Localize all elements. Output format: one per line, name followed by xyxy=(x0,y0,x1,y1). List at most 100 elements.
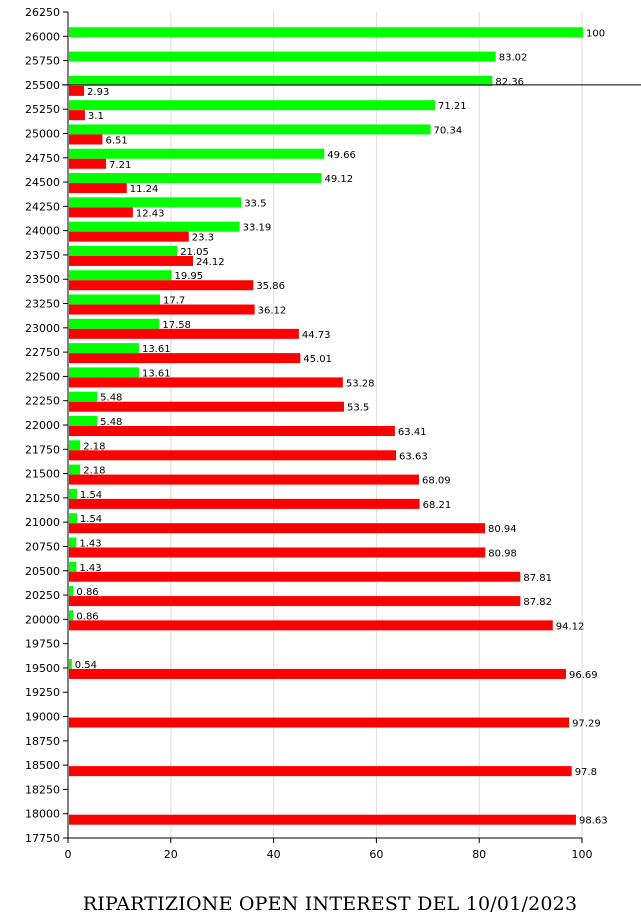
bar-value-label: 53.28 xyxy=(346,378,375,389)
green-bar xyxy=(69,124,431,135)
green-bar xyxy=(69,343,139,354)
red-bar xyxy=(69,85,85,96)
bar-value-label: 83.02 xyxy=(499,53,528,64)
green-bar xyxy=(69,513,77,524)
red-bar xyxy=(69,620,553,631)
x-tick-label: 20 xyxy=(164,848,178,861)
y-tick-label: 21750 xyxy=(25,443,60,456)
bar-value-label: 49.12 xyxy=(324,174,353,185)
red-bar xyxy=(69,571,521,582)
x-tick-label: 0 xyxy=(65,848,72,861)
red-bar xyxy=(69,523,486,534)
bar-value-label: 80.94 xyxy=(488,524,517,535)
y-tick-label: 18750 xyxy=(25,735,60,748)
y-tick-label: 19750 xyxy=(25,638,60,651)
bar-value-label: 100 xyxy=(586,28,605,39)
green-bar xyxy=(69,270,172,281)
bar-value-label: 13.61 xyxy=(142,344,171,355)
red-bar xyxy=(69,110,85,121)
bar-value-label: 11.24 xyxy=(130,184,159,195)
y-tick-label: 18500 xyxy=(25,759,60,772)
bar-value-label: 0.86 xyxy=(76,611,98,622)
y-tick-label: 23500 xyxy=(25,273,60,286)
bar-value-label: 63.63 xyxy=(399,451,428,462)
bar-value-label: 80.98 xyxy=(488,548,517,559)
y-tick-label: 17750 xyxy=(25,832,60,845)
green-bar xyxy=(69,221,240,232)
red-bar xyxy=(69,328,299,339)
green-bar xyxy=(69,148,325,159)
x-tick-label: 80 xyxy=(472,848,486,861)
bar-value-label: 98.63 xyxy=(579,816,608,827)
x-tick-label: 60 xyxy=(369,848,383,861)
bar-value-label: 96.69 xyxy=(569,670,598,681)
green-bar xyxy=(69,488,77,499)
red-bar xyxy=(69,717,570,728)
red-bar xyxy=(69,547,486,558)
y-tick-label: 24750 xyxy=(25,152,60,165)
bar-value-label: 87.81 xyxy=(523,573,552,584)
red-bar xyxy=(69,426,395,436)
bar-value-label: 82.36 xyxy=(495,77,524,88)
y-tick-label: 20750 xyxy=(25,540,60,553)
green-bar xyxy=(69,318,160,329)
green-bar xyxy=(69,391,98,402)
red-bar xyxy=(69,134,103,145)
green-bar xyxy=(69,440,81,451)
y-tick-label: 23000 xyxy=(25,322,60,335)
bar-value-label: 0.54 xyxy=(75,660,97,671)
red-bar xyxy=(69,280,254,291)
bar-value-label: 6.51 xyxy=(105,135,127,146)
y-tick-label: 25250 xyxy=(25,103,60,116)
green-bar xyxy=(69,561,77,572)
bar-value-label: 36.12 xyxy=(258,306,287,317)
y-tick-label: 18250 xyxy=(25,783,60,796)
red-bar xyxy=(69,498,420,509)
y-tick-label: 24500 xyxy=(25,176,60,189)
red-bar xyxy=(69,158,107,169)
green-bar xyxy=(69,197,242,208)
red-bar xyxy=(69,668,566,679)
y-tick-label: 19250 xyxy=(25,686,60,699)
y-tick-label: 23250 xyxy=(25,298,60,311)
bar-value-label: 71.21 xyxy=(438,101,467,112)
green-bar xyxy=(69,537,77,548)
bar-value-label: 1.54 xyxy=(80,514,102,525)
bar-value-label: 21.05 xyxy=(180,247,209,258)
bar-value-label: 23.3 xyxy=(192,233,214,244)
bar-value-label: 94.12 xyxy=(556,621,585,632)
bar-value-label: 68.09 xyxy=(422,476,451,487)
bar-value-label: 70.34 xyxy=(434,125,463,136)
value-labels: 100 83.02 82.36 71.21 70.34 49.66 49.12 33.5 33.… xyxy=(75,28,608,826)
bar-value-label: 17.7 xyxy=(163,296,185,307)
green-bar xyxy=(69,51,496,62)
green-bar xyxy=(69,658,72,669)
red-bar xyxy=(69,474,419,485)
y-tick-label: 22000 xyxy=(25,419,60,432)
y-tick-label: 19500 xyxy=(25,662,60,675)
bar-value-label: 19.95 xyxy=(175,271,204,282)
y-tick-label: 25750 xyxy=(25,55,60,68)
bar-value-label: 12.43 xyxy=(136,208,165,219)
bar-value-label: 5.48 xyxy=(100,417,122,428)
x-axis: 0 20 40 60 80 100 xyxy=(65,837,593,861)
red-bar xyxy=(69,401,344,412)
bar-value-label: 49.66 xyxy=(327,150,356,161)
red-bar xyxy=(69,304,255,315)
red-bar xyxy=(69,766,572,777)
y-tick-label: 19000 xyxy=(25,711,60,724)
grid xyxy=(170,12,583,838)
red-bar xyxy=(69,207,133,218)
bar-value-label: 1.43 xyxy=(79,538,101,549)
red-bar xyxy=(69,596,521,607)
red-bar xyxy=(69,353,301,364)
y-tick-label: 26000 xyxy=(25,30,60,43)
chart-title: RIPARTIZIONE OPEN INTEREST DEL 10/01/202… xyxy=(83,893,577,915)
red-bar xyxy=(69,255,193,266)
bar-value-label: 68.21 xyxy=(423,500,452,511)
bar-value-label: 13.61 xyxy=(142,368,171,379)
y-tick-label: 26250 xyxy=(25,6,60,19)
bar-value-label: 87.82 xyxy=(523,597,552,608)
x-tick-label: 40 xyxy=(267,848,281,861)
